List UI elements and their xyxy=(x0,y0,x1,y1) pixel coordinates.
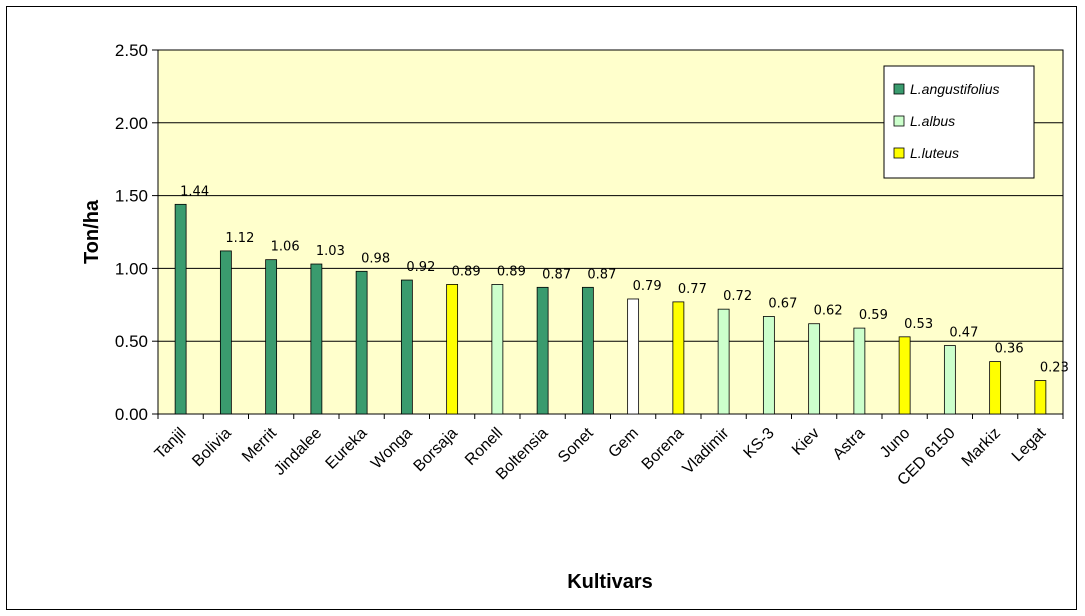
x-category-label: Astra xyxy=(830,425,868,463)
data-label: 0.67 xyxy=(768,296,797,311)
bar xyxy=(672,301,685,415)
legend-items: L.angustifolius L.albus L.luteus xyxy=(893,81,1000,161)
bar xyxy=(717,308,730,415)
data-label: 1.12 xyxy=(225,231,254,246)
bar xyxy=(808,323,821,415)
x-category-label: Juno xyxy=(877,425,914,462)
y-axis-ticks: 0.00 0.50 1.00 1.50 2.00 2.50 xyxy=(115,41,158,424)
data-label: 0.89 xyxy=(452,264,481,279)
data-label: 0.98 xyxy=(361,251,390,266)
bar xyxy=(265,259,278,415)
bar xyxy=(762,316,775,415)
legend: L.angustifolius L.albus L.luteus xyxy=(883,65,1035,179)
x-category-label: Sonet xyxy=(555,424,597,466)
bar xyxy=(581,286,594,415)
x-category-label: Eureka xyxy=(323,425,371,473)
bar xyxy=(310,263,323,415)
legend-label: L.angustifolius xyxy=(910,81,1000,97)
bar xyxy=(355,270,368,415)
x-category-label: Borsaja xyxy=(411,425,461,475)
bars xyxy=(174,203,1047,415)
y-tick-label: 1.00 xyxy=(115,259,148,278)
data-label: 1.44 xyxy=(180,184,209,199)
x-category-label: Jindalee xyxy=(271,425,325,479)
y-tick-label: 0.50 xyxy=(115,332,148,351)
data-label: 0.47 xyxy=(949,326,978,341)
data-label: 0.23 xyxy=(1040,361,1069,376)
data-labels: 1.44 1.12 1.06 1.03 0.98 0.92 0.89 0.89 0.87 0.87… xyxy=(180,184,1069,375)
legend-label: L.luteus xyxy=(910,145,959,161)
legend-swatch xyxy=(893,83,905,95)
y-tick-label: 1.50 xyxy=(115,187,148,206)
data-label: 0.36 xyxy=(995,342,1024,357)
data-label: 0.79 xyxy=(633,279,662,294)
bar xyxy=(536,286,549,415)
bar xyxy=(491,284,504,415)
bar xyxy=(400,279,413,415)
data-label: 0.72 xyxy=(723,289,752,304)
x-category-label: Gem xyxy=(605,425,642,462)
bar xyxy=(446,284,459,415)
y-tick-label: 0.00 xyxy=(115,405,148,424)
data-label: 0.53 xyxy=(904,317,933,332)
x-category-label: Tanjil xyxy=(152,425,190,463)
bar xyxy=(898,336,911,415)
data-label: 0.62 xyxy=(814,304,843,319)
bar xyxy=(989,361,1002,415)
data-label: 0.92 xyxy=(406,260,435,275)
bar xyxy=(853,327,866,415)
data-label: 1.06 xyxy=(271,240,300,255)
bar xyxy=(174,203,187,415)
legend-swatch xyxy=(893,115,905,127)
x-category-label: Bolivia xyxy=(189,425,234,470)
x-category-label: Ronell xyxy=(462,425,506,469)
x-category-label: Markiz xyxy=(959,425,1004,470)
data-label: 0.87 xyxy=(587,267,616,282)
data-label: 0.77 xyxy=(678,282,707,297)
x-category-label: Wonga xyxy=(368,425,416,473)
x-category-label: Vladimir xyxy=(680,424,733,477)
data-label: 0.59 xyxy=(859,308,888,323)
data-label: 1.03 xyxy=(316,244,345,259)
bar xyxy=(943,345,956,415)
x-category-label: Kiev xyxy=(789,425,823,459)
x-axis-labels: Tanjil Bolivia MerritJindaleeEurekaWongaBo… xyxy=(152,414,1064,489)
data-label: 0.87 xyxy=(542,267,571,282)
x-category-label: Legat xyxy=(1009,424,1050,465)
bar xyxy=(219,250,232,415)
x-category-label: Merrit xyxy=(239,424,280,465)
bar xyxy=(627,298,640,415)
legend-swatch xyxy=(893,147,905,159)
data-label: 0.89 xyxy=(497,264,526,279)
y-axis-title: Ton/ha xyxy=(81,199,103,264)
bar xyxy=(1034,380,1047,415)
legend-label: L.albus xyxy=(910,113,955,129)
x-axis-title: Kultivars xyxy=(567,571,653,593)
y-tick-label: 2.00 xyxy=(115,114,148,133)
y-tick-label: 2.50 xyxy=(115,41,148,60)
legend-box xyxy=(883,65,1035,179)
x-category-label: KS-3 xyxy=(741,425,778,462)
